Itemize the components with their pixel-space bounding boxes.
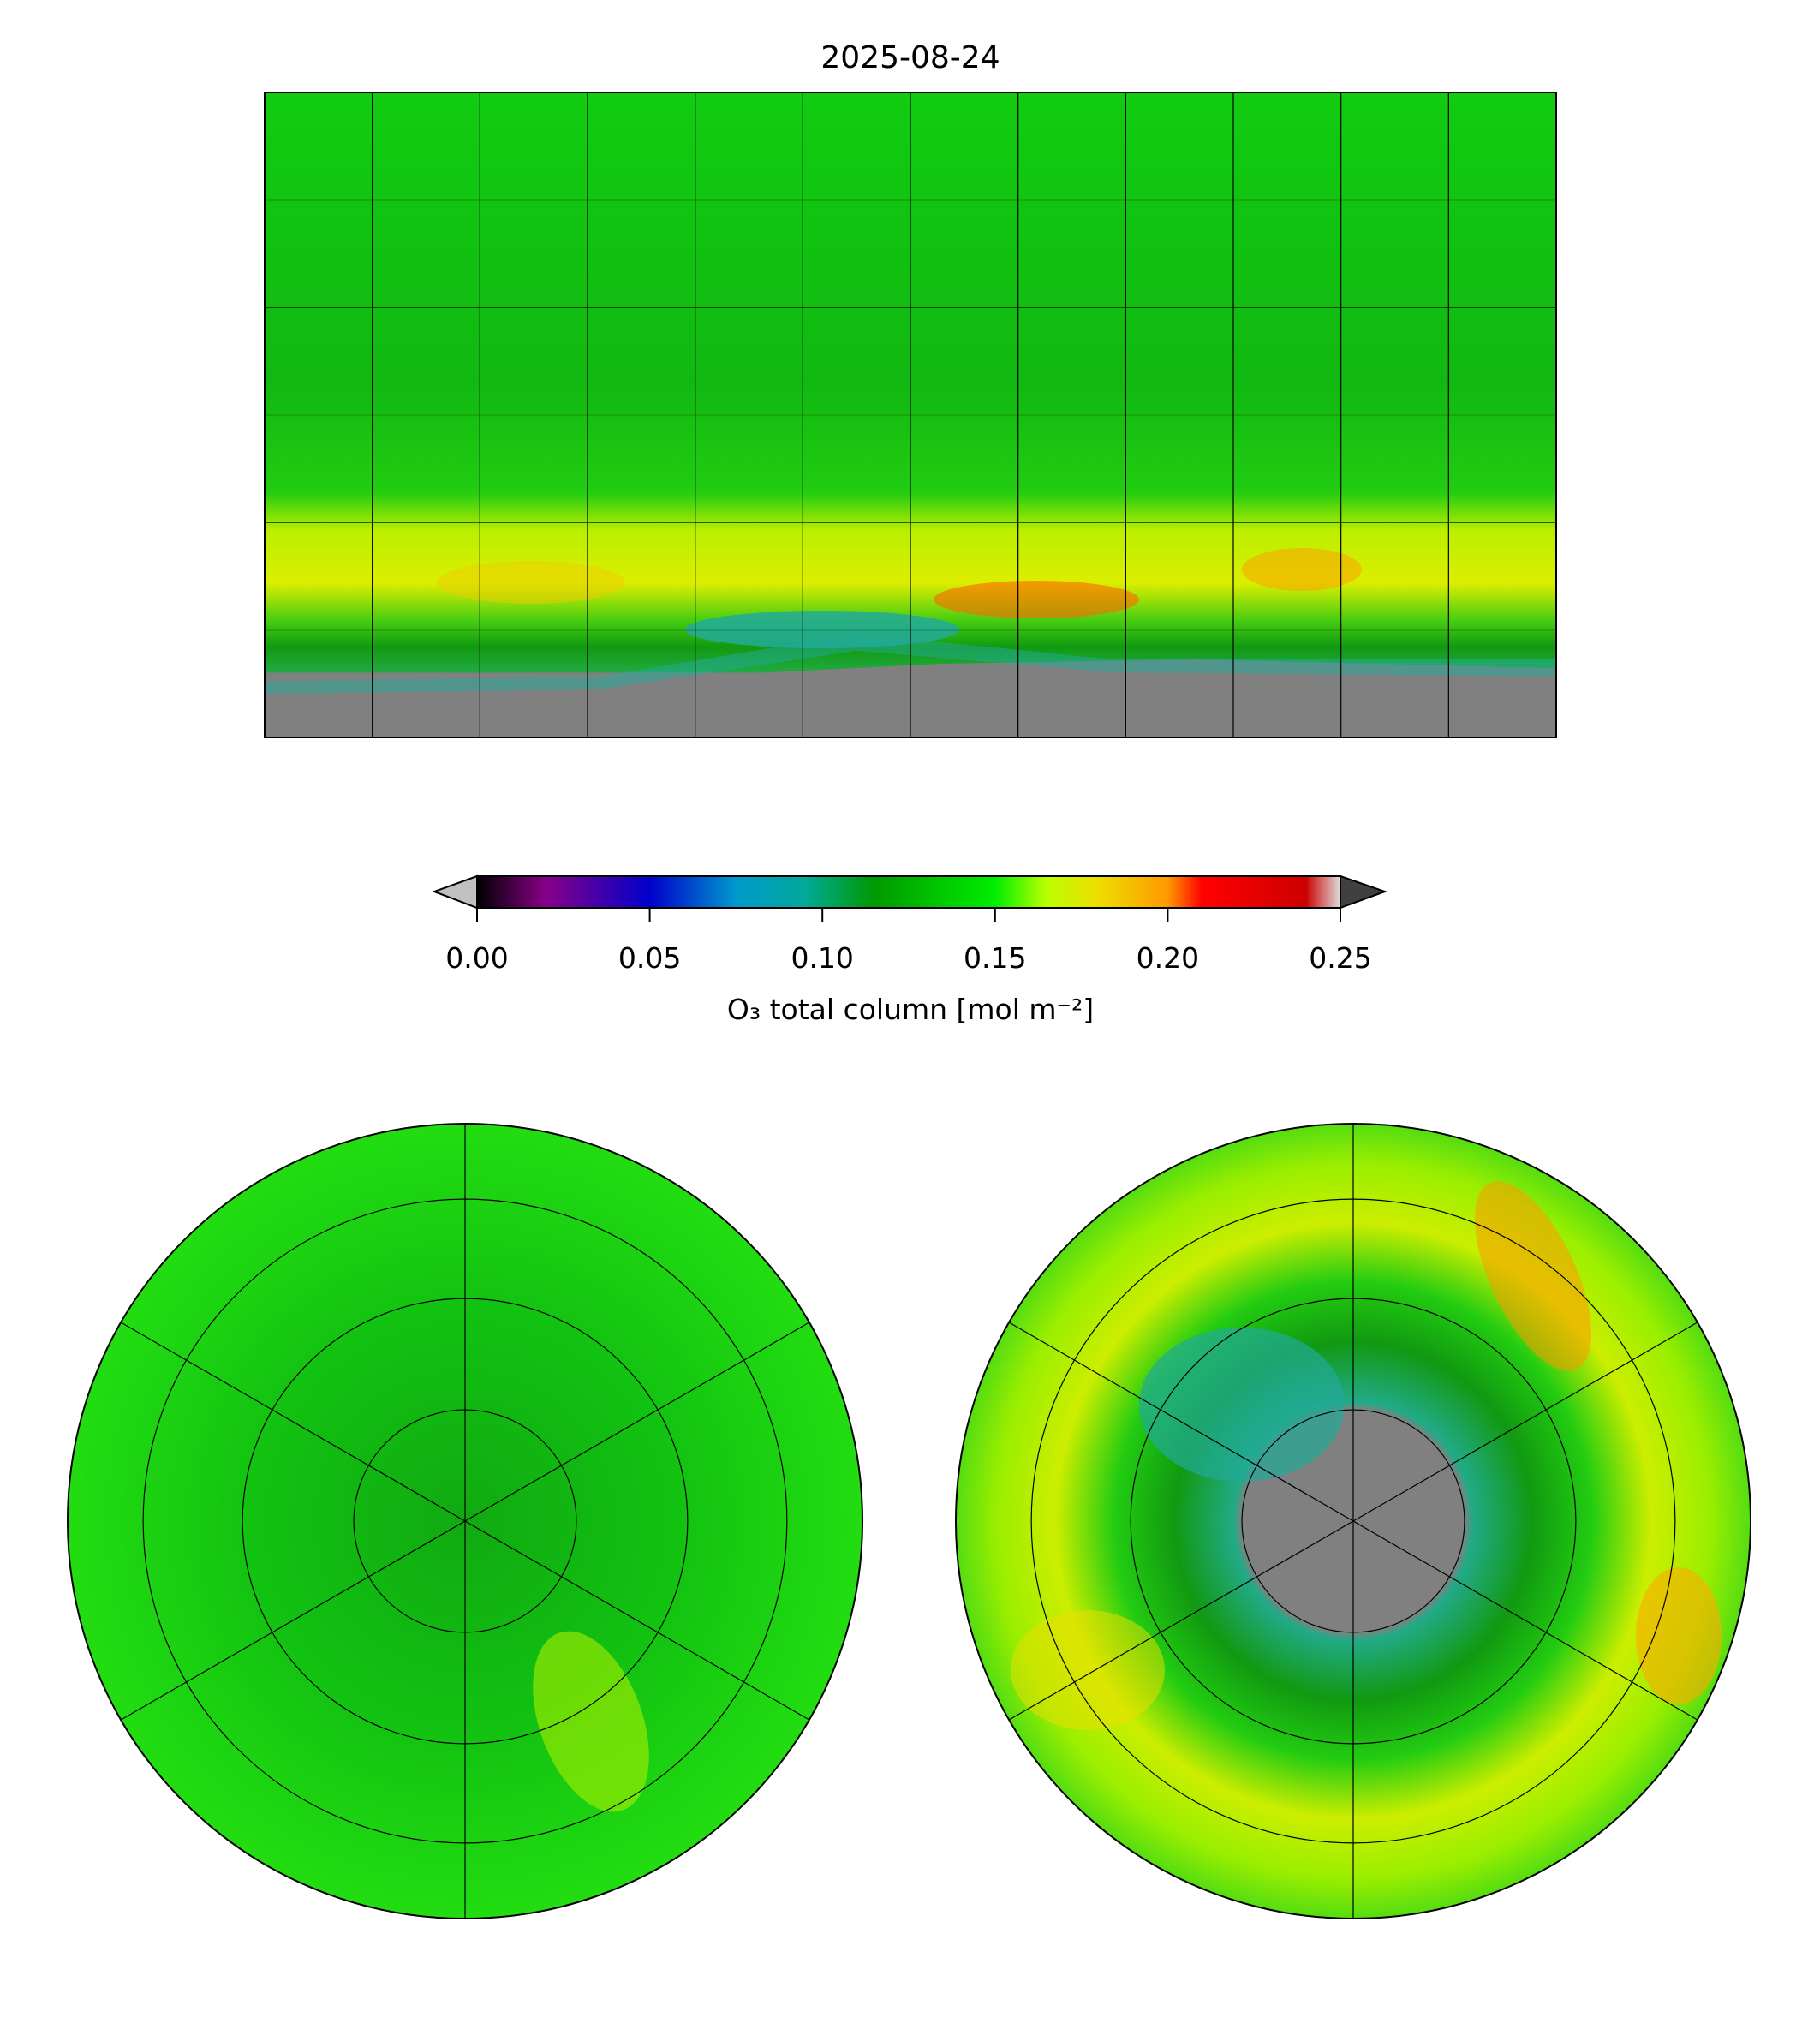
- north-polar-gridlines: [116, 1124, 815, 1919]
- south-polar-map: [956, 1124, 1751, 1919]
- colorbar-tick-label: 0.00: [445, 941, 508, 975]
- ozone-max-region: [934, 581, 1139, 618]
- global-map: [265, 92, 1556, 737]
- colorbar-tick-label: 0.10: [791, 941, 853, 975]
- map-gridlines: [265, 92, 1556, 737]
- meridian: [116, 1520, 466, 1723]
- colorbar-tick-label: 0.20: [1137, 941, 1199, 975]
- colorbar-tick-label: 0.15: [964, 941, 1026, 975]
- meridian: [1352, 1520, 1703, 1723]
- colorbar-tick-label: 0.05: [618, 941, 681, 975]
- colorbar: 0.00 0.05 0.10 0.15 0.20 0.25 O₃ total column…: [432, 874, 1387, 1026]
- ozone-max-region: [1242, 548, 1362, 591]
- north-polar-map: [68, 1124, 862, 1919]
- south-polar-gridlines: [1004, 1124, 1703, 1919]
- ozone-max-region: [437, 561, 625, 604]
- meridian: [1352, 1319, 1703, 1522]
- colorbar-tick-label: 0.25: [1309, 941, 1371, 975]
- north-polar-frame: [67, 1123, 863, 1919]
- colorbar-bar: [476, 875, 1341, 909]
- meridian: [1004, 1520, 1354, 1723]
- meridian: [116, 1319, 466, 1522]
- meridian: [464, 1319, 815, 1522]
- colorbar-over-extension: [1340, 874, 1387, 910]
- colorbar-label: O₃ total column [mol m⁻²]: [727, 993, 1094, 1026]
- global-map-frame: [264, 92, 1557, 738]
- colorbar-ticks: 0.00 0.05 0.10 0.15 0.20 0.25: [445, 908, 1372, 975]
- meridian: [464, 1520, 815, 1723]
- meridian: [1004, 1319, 1354, 1522]
- figure-title: 2025-08-24: [820, 40, 1000, 75]
- colorbar-under-extension: [432, 874, 478, 910]
- south-polar-frame: [955, 1123, 1751, 1919]
